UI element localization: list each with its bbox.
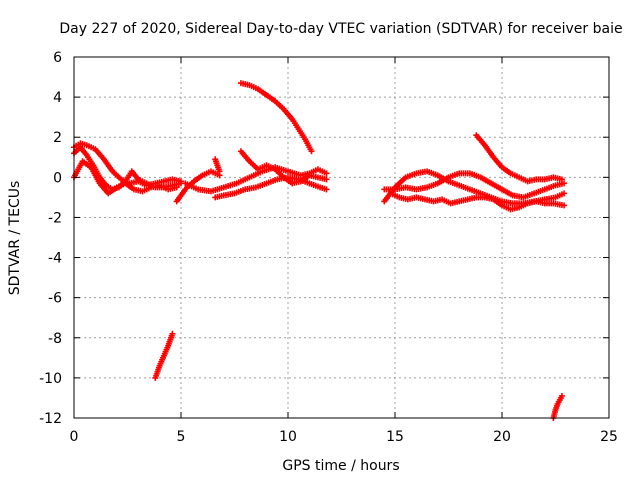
data-point bbox=[216, 168, 223, 175]
series-arc-14 bbox=[473, 132, 565, 185]
data-point bbox=[323, 186, 330, 193]
y-tick-label: -2 bbox=[48, 210, 62, 226]
data-point bbox=[308, 148, 315, 155]
data-point bbox=[323, 176, 330, 183]
series-arc-13 bbox=[387, 190, 568, 213]
data-point bbox=[558, 392, 565, 399]
y-tick-label: -12 bbox=[39, 411, 62, 427]
data-point bbox=[561, 190, 568, 197]
y-tick-label: 0 bbox=[53, 170, 62, 186]
data-point bbox=[558, 176, 565, 183]
data-point bbox=[323, 170, 330, 177]
y-tick-label: -10 bbox=[39, 371, 62, 387]
chart-title: Day 227 of 2020, Sidereal Day-to-day VTE… bbox=[59, 21, 622, 37]
x-tick-label: 0 bbox=[70, 429, 79, 445]
y-tick-label: -6 bbox=[48, 291, 62, 307]
plot-frame bbox=[73, 56, 610, 419]
y-tick-label: -4 bbox=[48, 251, 62, 267]
series-arc-10 bbox=[237, 80, 315, 155]
y-axis-label: SDTVAR / TECUs bbox=[7, 181, 23, 296]
data-point bbox=[173, 184, 180, 191]
axis-ticks: 0 5 10 15 20 25 -12 -10 -8 -6 -4 -2 0 2 4 6 bbox=[39, 50, 618, 445]
x-tick-label: 20 bbox=[493, 429, 511, 445]
series-arc-15 bbox=[550, 392, 565, 421]
x-tick-label: 10 bbox=[279, 429, 297, 445]
y-tick-label: 4 bbox=[53, 90, 62, 106]
x-tick-label: 15 bbox=[386, 429, 404, 445]
y-tick-label: -8 bbox=[48, 331, 62, 347]
data-point bbox=[561, 202, 568, 209]
series-arc-4 bbox=[152, 330, 176, 381]
series-arc-8 bbox=[212, 156, 223, 175]
x-tick-label: 5 bbox=[177, 429, 186, 445]
y-tick-label: 6 bbox=[53, 50, 62, 66]
series-arc-12 bbox=[381, 170, 568, 201]
series-arc-7 bbox=[212, 174, 330, 201]
x-tick-label: 25 bbox=[600, 429, 618, 445]
y-tick-label: 2 bbox=[53, 130, 62, 146]
series-arc-9 bbox=[237, 148, 330, 187]
data-point bbox=[169, 330, 176, 337]
data-point bbox=[561, 180, 568, 187]
x-axis-label: GPS time / hours bbox=[282, 458, 399, 474]
